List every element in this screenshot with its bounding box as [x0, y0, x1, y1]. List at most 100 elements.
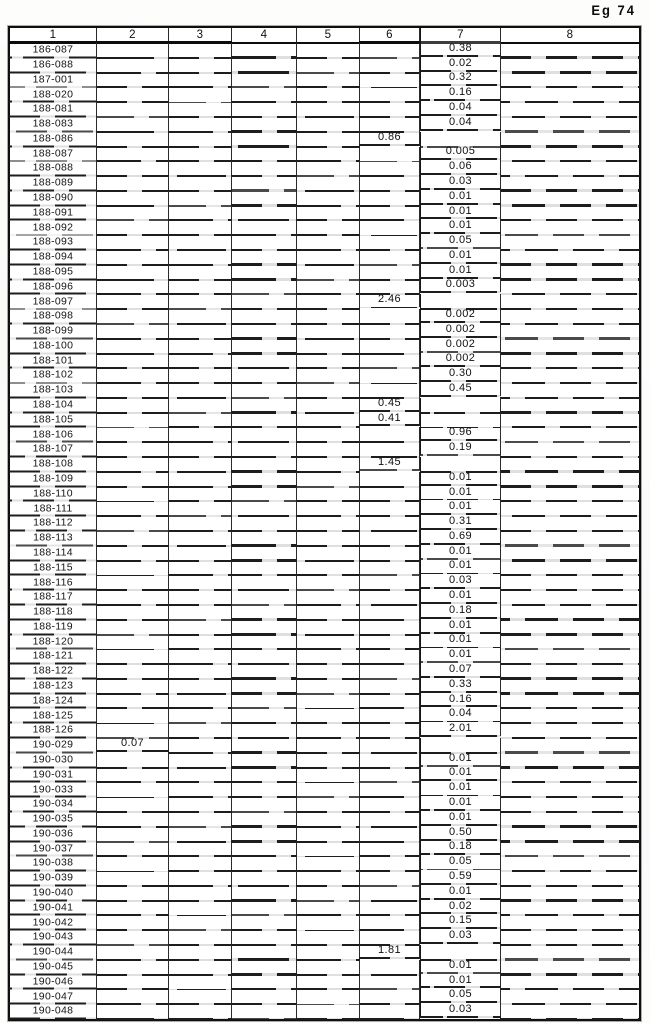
empty-cell	[168, 856, 232, 872]
empty-cell	[359, 708, 420, 725]
empty-cell	[359, 309, 420, 325]
empty-cell	[500, 531, 640, 547]
row-id-cell: 188-119	[9, 619, 97, 635]
empty-cell	[296, 442, 360, 458]
empty-cell	[500, 561, 640, 577]
empty-cell	[231, 945, 297, 961]
empty-cell	[231, 590, 297, 606]
empty-cell	[500, 620, 640, 636]
empty-cell	[500, 280, 640, 296]
empty-cell	[296, 146, 360, 163]
empty-cell	[500, 368, 640, 384]
value-cell: 0.01	[420, 469, 501, 486]
empty-cell	[500, 43, 640, 59]
empty-cell	[231, 161, 297, 177]
empty-cell	[296, 190, 360, 207]
empty-cell	[231, 545, 297, 562]
empty-cell	[500, 206, 640, 222]
empty-cell	[231, 353, 297, 370]
empty-cell	[96, 619, 169, 636]
empty-cell	[168, 116, 232, 133]
empty-cell	[96, 57, 169, 74]
value-cell: 0.002	[420, 336, 501, 353]
empty-cell	[231, 294, 297, 310]
row-id-cell: 188-088	[9, 160, 97, 177]
empty-cell	[500, 753, 640, 769]
row-id-cell: 190-039	[9, 870, 97, 887]
empty-cell	[96, 501, 169, 517]
empty-cell	[168, 161, 232, 177]
row-id-cell: 188-089	[9, 175, 97, 192]
empty-cell	[296, 767, 360, 784]
empty-cell	[96, 457, 169, 473]
empty-cell	[96, 383, 169, 399]
empty-cell	[96, 368, 169, 384]
empty-cell	[296, 752, 360, 769]
row-id-cell: 190-038	[9, 855, 97, 872]
empty-cell	[168, 841, 232, 858]
row-id-cell: 188-108	[9, 456, 97, 473]
empty-cell	[500, 901, 640, 917]
empty-cell	[231, 900, 297, 917]
empty-cell	[296, 471, 360, 488]
empty-cell	[231, 43, 297, 59]
empty-cell	[500, 235, 640, 251]
empty-cell	[296, 738, 360, 754]
row-id-cell: 188-126	[9, 722, 97, 739]
empty-cell	[231, 176, 297, 192]
empty-cell	[296, 87, 360, 103]
empty-cell	[168, 235, 232, 251]
value-cell: 0.002	[420, 321, 501, 338]
value-cell: 0.02	[420, 55, 501, 72]
empty-cell	[359, 235, 420, 251]
empty-cell	[359, 560, 420, 577]
empty-cell	[359, 856, 420, 872]
empty-cell	[359, 782, 420, 798]
row-id-cell: 188-098	[9, 308, 97, 325]
empty-cell	[168, 412, 232, 429]
empty-cell	[420, 412, 501, 429]
row-id-cell: 187-001	[9, 72, 97, 88]
row-id-cell: 188-113	[9, 530, 97, 547]
value-cell: 0.01	[420, 218, 501, 235]
empty-cell	[296, 412, 360, 429]
empty-cell	[231, 664, 297, 680]
empty-cell	[296, 619, 360, 636]
empty-cell	[96, 235, 169, 251]
empty-cell	[359, 501, 420, 517]
empty-cell	[231, 930, 297, 946]
empty-cell	[296, 57, 360, 74]
value-cell: 0.01	[420, 588, 501, 604]
empty-cell	[500, 915, 640, 932]
empty-cell	[296, 383, 360, 399]
empty-cell	[168, 752, 232, 769]
empty-cell	[168, 457, 232, 473]
empty-cell	[359, 486, 420, 503]
empty-cell	[500, 413, 640, 429]
empty-cell	[231, 767, 297, 784]
empty-cell	[500, 117, 640, 133]
empty-cell	[500, 472, 640, 488]
empty-cell	[168, 471, 232, 488]
empty-cell	[296, 693, 360, 710]
value-cell: 0.45	[420, 381, 501, 397]
empty-cell	[96, 989, 169, 1005]
empty-cell	[500, 176, 640, 192]
row-id-cell: 188-111	[9, 500, 97, 517]
empty-cell	[359, 545, 420, 562]
empty-cell	[168, 250, 232, 266]
empty-cell	[500, 812, 640, 828]
value-cell: 0.59	[420, 869, 501, 885]
empty-cell	[231, 560, 297, 577]
empty-cell	[231, 516, 297, 532]
empty-cell	[359, 353, 420, 370]
empty-cell	[231, 427, 297, 444]
empty-cell	[296, 1004, 360, 1020]
empty-cell	[168, 900, 232, 917]
value-cell: 0.41	[359, 410, 420, 427]
column-header: 4	[231, 28, 297, 45]
empty-cell	[296, 604, 360, 621]
empty-cell	[96, 309, 169, 325]
column-header: 2	[96, 28, 169, 44]
empty-cell	[231, 826, 297, 843]
